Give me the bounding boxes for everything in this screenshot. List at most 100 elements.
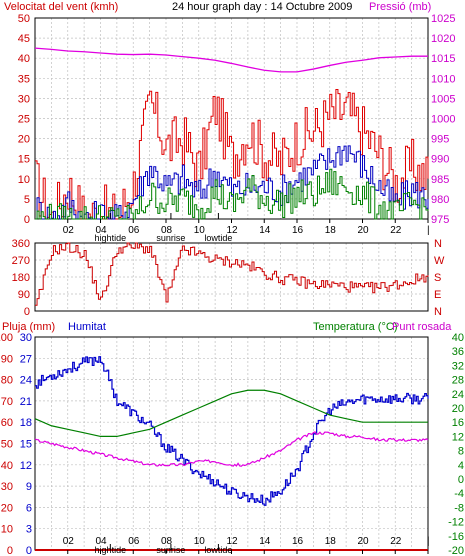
rain-ytick-label: 40 (1, 460, 13, 472)
temperature-ytick-label: 40 (452, 332, 464, 344)
temp-panel-event-label: lowtide (204, 545, 232, 555)
rain-ytick-label: 90 (1, 353, 13, 365)
wind-ytick-label: 45 (18, 33, 30, 45)
pressure-ytick-label: 995 (431, 134, 449, 146)
wind-panel-xtick-label: 08 (161, 225, 173, 236)
temperature-ytick-label: 32 (452, 360, 464, 372)
wind-panel-xtick-label: 12 (227, 225, 239, 236)
rain-ytick-label: 80 (1, 375, 13, 387)
wind-ytick-label: 50 (18, 13, 30, 25)
temperature-ytick-label: 12 (452, 431, 464, 443)
pressure-label: Pressió (mb) (369, 1, 431, 13)
humidity-ytick-label: 21 (20, 396, 32, 408)
wind-ytick-label: 5 (24, 194, 30, 206)
humidity-ytick-label: 18 (20, 417, 32, 429)
temp-panel-xtick-label: 14 (259, 536, 271, 547)
temp-panel-xtick-label: 06 (128, 536, 140, 547)
dew-point-line (34, 431, 429, 467)
humidity-ytick-label: 27 (20, 353, 32, 365)
temperature-ytick-label: 36 (452, 346, 464, 358)
temp-panel-xtick-label: 12 (227, 536, 239, 547)
humidity-ytick-label: 12 (20, 460, 32, 472)
humidity-ytick-label: 9 (26, 481, 32, 493)
compass-label: S (434, 272, 441, 284)
temperature-label: Temperatura (°C) (313, 321, 397, 333)
wind-panel-xtick-label: 06 (128, 225, 140, 236)
temp-panel-xtick-label: 22 (390, 536, 402, 547)
rain-ytick-label: 100 (0, 332, 13, 344)
chart-title: 24 hour graph day : 14 Octubre 2009 (172, 1, 352, 13)
pressure-ytick-label: 990 (431, 154, 449, 166)
temp-panel-xtick-label: 04 (96, 536, 108, 547)
wind-panel-event-label: sunrise (156, 233, 185, 243)
wind-panel-xtick-label: 04 (96, 225, 108, 236)
pressure-ytick-label: 1020 (431, 33, 455, 45)
wind-ytick-label: 35 (18, 73, 30, 85)
humidity-line (35, 356, 429, 506)
compass-label: W (434, 255, 445, 267)
wind-panel-xtick-label: 16 (292, 225, 304, 236)
wind-panel-xtick-label: | (427, 225, 430, 236)
temperature-ytick-label: 24 (452, 389, 464, 401)
pressure-ytick-label: 975 (431, 214, 449, 226)
rain-ytick-label: 10 (1, 524, 13, 536)
compass-label: N (434, 238, 442, 250)
temp-panel-xtick-label: 20 (358, 536, 370, 547)
wind-ytick-label: 30 (18, 93, 30, 105)
pressure-ytick-label: 1025 (431, 13, 455, 25)
wind-ytick-label: 0 (24, 214, 30, 226)
rain-ytick-label: 30 (1, 481, 13, 493)
pressure-ytick-label: 980 (431, 194, 449, 206)
wind-panel-xtick-label: 18 (325, 225, 337, 236)
humidity-ytick-label: 24 (20, 375, 32, 387)
pressure-ytick-label: 1005 (431, 93, 455, 105)
wind-average-line (35, 145, 429, 220)
temperature-ytick-label: 4 (458, 460, 464, 472)
temperature-ytick-label: 8 (458, 446, 464, 458)
temperature-ytick-label: -8 (454, 502, 464, 514)
wind-gust-low-line (35, 168, 429, 220)
compass-label: N (434, 306, 442, 318)
temp-panel-xtick-label: 16 (292, 536, 304, 547)
pressure-line (34, 47, 428, 73)
wind-label: Velocitat del vent (kmh) (4, 1, 118, 13)
direction-panel-frame (34, 242, 429, 312)
pressure-ytick-label: 1015 (431, 53, 455, 65)
temp-panel-xtick-label: 10 (194, 536, 206, 547)
wind-gust-line (35, 89, 429, 220)
wind-direction-line (35, 242, 429, 306)
rain-ytick-label: 50 (1, 439, 13, 451)
pressure-ytick-label: 1000 (431, 114, 455, 126)
wind-panel-event-label: lowtide (204, 233, 232, 243)
temperature-ytick-label: -4 (454, 488, 464, 500)
wind-panel-event-label: hightide (95, 233, 127, 243)
wind-ytick-label: 20 (18, 134, 30, 146)
temperature-ytick-label: -16 (448, 531, 464, 543)
wind-panel-xtick-label: 14 (259, 225, 271, 236)
wind-panel-xtick-label: 10 (194, 225, 206, 236)
compass-label: E (434, 289, 441, 301)
wind-ytick-label: 40 (18, 53, 30, 65)
humidity-ytick-label: 15 (20, 439, 32, 451)
direction-ytick-label: 270 (12, 255, 30, 267)
temperature-ytick-label: 28 (452, 375, 464, 387)
temperature-line (34, 389, 428, 437)
humidity-ytick-label: 3 (26, 524, 32, 536)
temp-panel-event-label: sunrise (156, 545, 185, 555)
temperature-ytick-label: 0 (458, 474, 464, 486)
direction-ytick-label: 0 (24, 306, 30, 318)
temperature-ytick-label: -12 (448, 517, 464, 529)
rain-ytick-label: 20 (1, 502, 13, 514)
wind-ytick-label: 15 (18, 154, 30, 166)
temperature-ytick-label: -20 (448, 545, 464, 556)
temp-panel-xtick-label: | (427, 536, 430, 547)
wind-panel-xtick-label: 02 (63, 225, 75, 236)
direction-ytick-label: 360 (12, 238, 30, 250)
wind-panel-xtick-label: 22 (390, 225, 402, 236)
direction-ytick-label: 180 (12, 272, 30, 284)
rain-ytick-label: 70 (1, 396, 13, 408)
wind-ytick-label: 25 (18, 114, 30, 126)
temp-panel-xtick-label: 08 (161, 536, 173, 547)
